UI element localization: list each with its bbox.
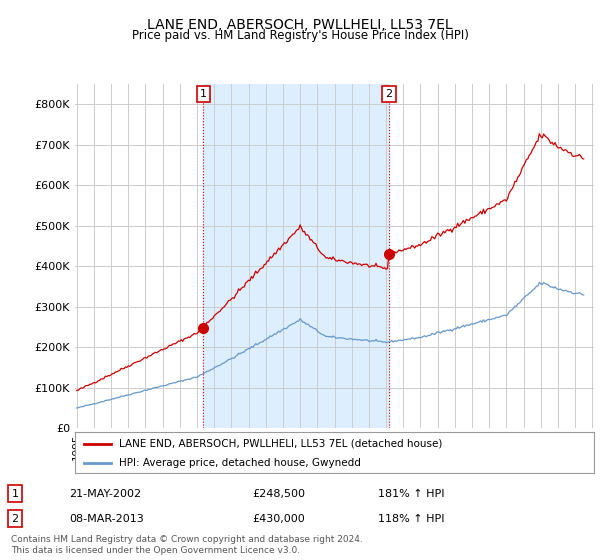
Text: 1: 1: [11, 489, 19, 499]
Text: LANE END, ABERSOCH, PWLLHELI, LL53 7EL (detached house): LANE END, ABERSOCH, PWLLHELI, LL53 7EL (…: [119, 439, 442, 449]
Text: 21-MAY-2002: 21-MAY-2002: [69, 489, 141, 499]
Text: Price paid vs. HM Land Registry's House Price Index (HPI): Price paid vs. HM Land Registry's House …: [131, 29, 469, 42]
Text: HPI: Average price, detached house, Gwynedd: HPI: Average price, detached house, Gwyn…: [119, 458, 361, 468]
Text: £248,500: £248,500: [252, 489, 305, 499]
Bar: [203, 84, 389, 428]
Text: 08-MAR-2013: 08-MAR-2013: [69, 514, 144, 524]
Text: LANE END, ABERSOCH, PWLLHELI, LL53 7EL: LANE END, ABERSOCH, PWLLHELI, LL53 7EL: [147, 18, 453, 32]
Text: 118% ↑ HPI: 118% ↑ HPI: [378, 514, 445, 524]
Text: 181% ↑ HPI: 181% ↑ HPI: [378, 489, 445, 499]
Text: £430,000: £430,000: [252, 514, 305, 524]
Text: 1: 1: [200, 89, 207, 99]
Text: 2: 2: [11, 514, 19, 524]
Text: 2: 2: [385, 89, 392, 99]
Text: Contains HM Land Registry data © Crown copyright and database right 2024.
This d: Contains HM Land Registry data © Crown c…: [11, 535, 362, 555]
